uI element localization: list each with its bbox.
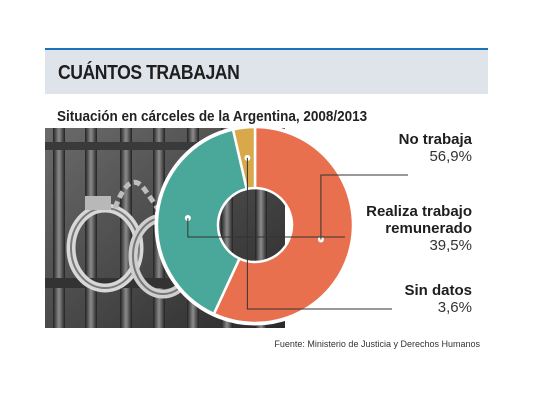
legend-label-realiza-trabajo: Realiza trabajo remunerado 39,5% xyxy=(366,203,472,254)
top-accent-line xyxy=(45,48,488,50)
slice-label-realiza-line1: Realiza trabajo xyxy=(366,203,472,220)
source-note: Fuente: Ministerio de Justicia y Derecho… xyxy=(274,339,480,349)
slice-value-no-trabaja: 56,9% xyxy=(429,148,472,165)
legend-label-sin-datos: Sin datos 3,6% xyxy=(404,282,472,316)
slice-label-no-trabaja: No trabaja xyxy=(398,131,472,148)
slice-label-sin-datos: Sin datos xyxy=(404,282,472,299)
legend-label-no-trabaja: No trabaja 56,9% xyxy=(399,131,472,165)
handcuffs-photo xyxy=(45,128,285,328)
slice-value-realiza: 39,5% xyxy=(429,237,472,254)
chart-subtitle: Situación en cárceles de la Argentina, 2… xyxy=(57,108,368,125)
header-band xyxy=(45,50,488,94)
slice-no-trabaja-leader-dot xyxy=(317,236,324,243)
slice-label-realiza-line2: remunerado xyxy=(385,220,472,237)
page-title: CUÁNTOS TRABAJAN xyxy=(58,62,240,84)
slice-value-sin-datos: 3,6% xyxy=(437,299,472,316)
